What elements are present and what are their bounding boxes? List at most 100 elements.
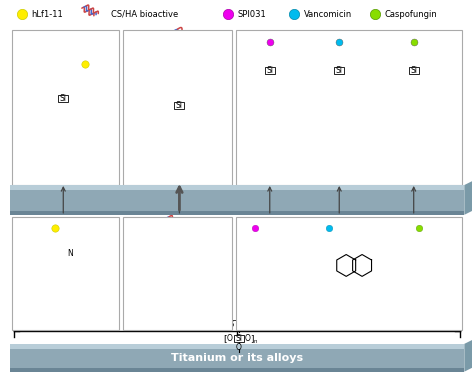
- Text: C: C: [159, 266, 164, 275]
- Polygon shape: [465, 181, 472, 215]
- Text: O: O: [49, 263, 55, 272]
- Text: [: [: [254, 66, 257, 75]
- Text: [: [: [324, 66, 327, 75]
- Text: O: O: [419, 66, 426, 75]
- Bar: [234, 335, 244, 343]
- Bar: [58, 95, 68, 102]
- Text: H₂N: H₂N: [401, 223, 416, 232]
- Text: NH₂: NH₂: [183, 233, 200, 242]
- Bar: [12, 30, 119, 185]
- Text: N: N: [176, 62, 183, 72]
- Text: ]: ]: [191, 101, 194, 110]
- Bar: [236, 30, 462, 185]
- Text: O: O: [60, 103, 66, 112]
- Text: S: S: [74, 59, 80, 69]
- Text: +: +: [303, 238, 316, 253]
- Text: O: O: [411, 75, 417, 84]
- Text: O: O: [258, 66, 264, 75]
- Point: [266, 39, 273, 45]
- Polygon shape: [9, 185, 465, 215]
- Text: n: n: [354, 71, 357, 76]
- Text: [: [: [223, 335, 227, 343]
- Text: C: C: [187, 266, 192, 275]
- Text: O: O: [51, 94, 57, 103]
- Bar: [236, 217, 462, 330]
- Text: O: O: [227, 335, 233, 343]
- Text: I: I: [74, 278, 76, 287]
- Text: H₂N: H₂N: [237, 223, 252, 232]
- Text: Si: Si: [176, 101, 183, 110]
- Text: Caspofungin: Caspofungin: [385, 10, 438, 19]
- Text: O: O: [337, 75, 342, 84]
- Bar: [409, 67, 419, 74]
- Text: O: O: [185, 101, 191, 110]
- Text: C: C: [66, 59, 73, 69]
- Text: CS/HA bioactive: CS/HA bioactive: [111, 10, 178, 19]
- Bar: [174, 102, 184, 109]
- Text: Si: Si: [336, 66, 343, 75]
- Text: n: n: [284, 71, 287, 76]
- Point: [224, 11, 232, 18]
- Text: APTES: APTES: [203, 320, 236, 328]
- Text: O: O: [67, 272, 73, 281]
- Text: ]: ]: [250, 335, 254, 343]
- Text: HS: HS: [35, 223, 47, 232]
- Bar: [123, 30, 232, 185]
- Text: Si: Si: [60, 94, 67, 103]
- Polygon shape: [9, 185, 465, 190]
- Text: O: O: [167, 101, 173, 110]
- Text: n: n: [428, 71, 431, 76]
- Text: ]: ]: [425, 66, 428, 75]
- Text: H₂N: H₂N: [230, 317, 247, 326]
- Text: n: n: [253, 339, 256, 344]
- Text: H₂N: H₂N: [312, 223, 326, 232]
- Text: O: O: [83, 256, 89, 265]
- Bar: [265, 67, 275, 74]
- Polygon shape: [9, 368, 465, 372]
- Point: [52, 225, 59, 231]
- Text: O: O: [66, 53, 73, 62]
- Text: +: +: [171, 243, 184, 258]
- Text: +: +: [59, 233, 72, 248]
- Text: O: O: [328, 66, 333, 75]
- Point: [82, 61, 89, 67]
- Text: ]: ]: [74, 94, 78, 103]
- Text: Cl: Cl: [323, 236, 330, 245]
- Text: O: O: [334, 236, 340, 245]
- Text: O: O: [402, 66, 408, 75]
- Polygon shape: [9, 344, 465, 372]
- Text: O: O: [341, 248, 347, 257]
- Text: O: O: [245, 335, 251, 343]
- Text: Vancomicin: Vancomicin: [303, 10, 352, 19]
- Text: O: O: [159, 259, 164, 268]
- Text: n: n: [193, 106, 197, 111]
- Point: [290, 11, 297, 18]
- Text: Fmoc: Fmoc: [378, 269, 401, 278]
- Text: hLf1-11: hLf1-11: [31, 10, 63, 19]
- Bar: [12, 217, 119, 330]
- Text: Titanium or its alloys: Titanium or its alloys: [171, 353, 303, 363]
- Text: O: O: [267, 75, 273, 84]
- Text: [: [: [47, 94, 51, 103]
- Text: H: H: [149, 266, 155, 275]
- Text: N: N: [67, 249, 73, 258]
- Bar: [334, 67, 344, 74]
- Text: HN: HN: [261, 45, 273, 54]
- Polygon shape: [465, 340, 472, 372]
- Point: [326, 225, 333, 231]
- Text: N: N: [176, 70, 183, 80]
- Text: O: O: [276, 66, 282, 75]
- Text: Si: Si: [236, 335, 243, 343]
- Point: [410, 39, 418, 45]
- Text: H: H: [194, 266, 200, 275]
- Point: [336, 39, 343, 45]
- Text: ]: ]: [350, 66, 354, 75]
- Point: [415, 225, 422, 231]
- Text: ]: ]: [281, 66, 284, 75]
- Polygon shape: [9, 211, 465, 215]
- Text: O: O: [345, 66, 351, 75]
- Text: Si: Si: [410, 66, 417, 75]
- Text: n: n: [77, 99, 81, 104]
- Text: HN: HN: [52, 66, 65, 75]
- Text: O: O: [49, 253, 55, 262]
